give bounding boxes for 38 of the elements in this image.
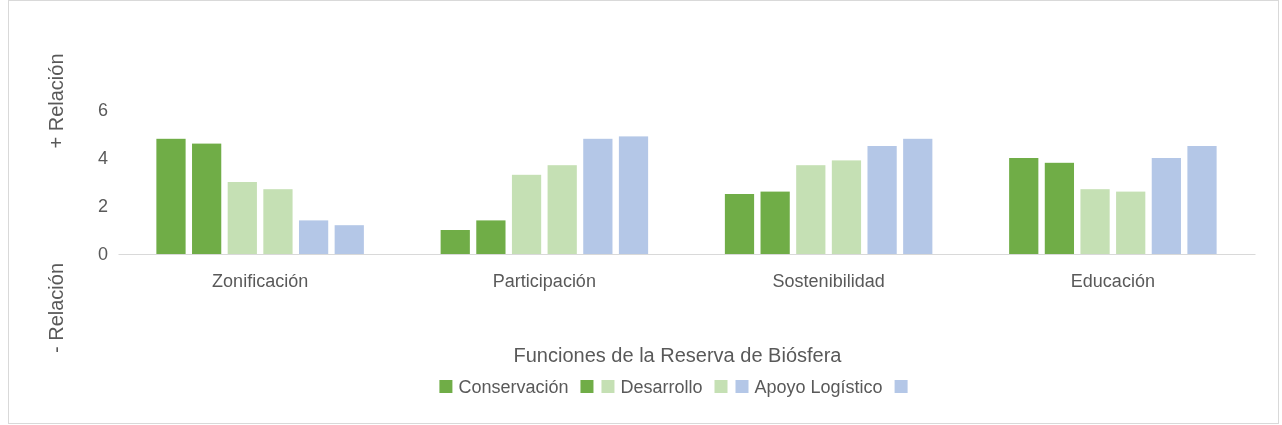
x-tick-label: Zonificación (212, 270, 309, 291)
y-tick-label: 4 (97, 148, 108, 169)
legend-label: Desarrollo (620, 377, 703, 397)
y-axis-title: + Relación (45, 53, 67, 149)
bar (1187, 146, 1217, 254)
y-tick-label: 0 (97, 244, 108, 265)
x-axis-title: Funciones de la Reserva de Biósfera (513, 344, 843, 366)
bar (156, 138, 186, 254)
x-tick-label: Sostenibilidad (772, 270, 885, 291)
bar (227, 182, 257, 254)
x-tick-label: Educación (1070, 270, 1155, 291)
bar (1080, 189, 1110, 254)
bar (724, 194, 755, 254)
bar (1009, 158, 1039, 254)
legend-label: Conservación (458, 377, 569, 397)
bar (511, 174, 542, 254)
bar (796, 165, 826, 254)
x-tick-label: Participación (492, 270, 596, 291)
bar (192, 143, 222, 254)
text: - Relación (45, 262, 67, 354)
legend-label: Apoyo Logístico (754, 377, 883, 397)
bar (1116, 191, 1146, 254)
bar (583, 138, 613, 254)
bar (867, 146, 897, 254)
bar (440, 230, 470, 254)
bar (831, 160, 862, 254)
bar (1151, 158, 1181, 254)
bar (618, 136, 649, 254)
bar (1044, 162, 1075, 254)
y-tick-label: 2 (97, 196, 108, 217)
bar (334, 225, 364, 254)
bar (903, 138, 933, 254)
bar (263, 189, 293, 254)
y-tick-label: 6 (97, 100, 108, 121)
bar (298, 220, 329, 254)
bar (760, 191, 790, 254)
bar (476, 220, 506, 254)
bar (547, 165, 577, 254)
